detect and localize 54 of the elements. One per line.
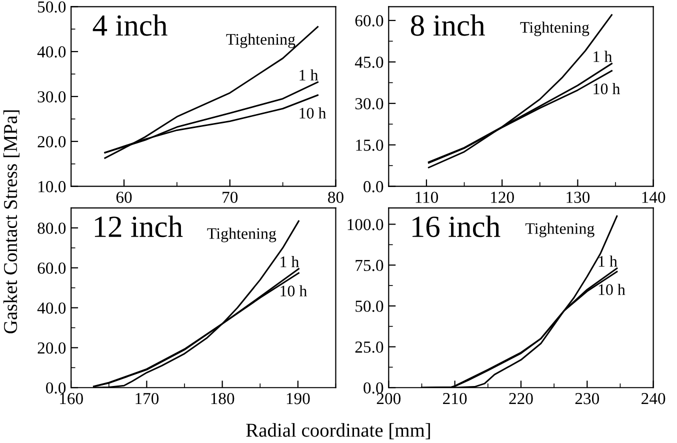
series-label: Tightening <box>525 222 594 238</box>
x-tick-label: 70 <box>222 192 238 203</box>
series-label: 10 h <box>594 82 620 94</box>
series-label: Tightening <box>207 228 276 242</box>
y-tick-label: 15.0 <box>356 140 384 151</box>
x-tick-label: 210 <box>443 392 467 404</box>
series-label: 1 h <box>280 256 299 268</box>
series-label: 10 h <box>300 107 326 119</box>
series-label: 1 h <box>598 256 618 267</box>
x-tick-label: 110 <box>416 192 438 203</box>
y-tick-label: 20.0 <box>38 342 66 354</box>
chart-title: 4 inch <box>92 14 168 36</box>
y-tick-label: 45.0 <box>354 56 384 68</box>
x-tick-label: 170 <box>136 392 159 404</box>
x-tick-label: 220 <box>509 392 533 404</box>
y-tick-label: 0.0 <box>364 382 384 394</box>
y-axis-title: Gasket Contact Stress [MPa] <box>3 110 20 334</box>
x-tick-label: 240 <box>642 392 666 404</box>
series-label: Tightening <box>226 33 296 48</box>
series-label: 1 h <box>300 69 318 80</box>
y-tick-label: 10.0 <box>38 181 66 192</box>
y-tick-label: 60.0 <box>38 262 66 274</box>
x-tick-label: 180 <box>211 392 234 404</box>
y-tick-label: 80.0 <box>38 222 66 234</box>
y-tick-label: 75.0 <box>356 260 384 272</box>
y-tick-label: 60.0 <box>355 15 384 26</box>
y-tick-label: 25.0 <box>355 341 384 353</box>
series-label: Tightening <box>520 22 590 36</box>
x-tick-label: 120 <box>491 192 514 203</box>
series-label: 1 h <box>594 50 612 62</box>
x-tick-label: 230 <box>575 392 600 404</box>
x-tick-label: 200 <box>376 392 401 404</box>
x-axis-title: Radial coordinate [mm] <box>246 423 430 440</box>
y-tick-label: 20.0 <box>38 136 66 148</box>
chart-title: 8 inch <box>410 14 485 36</box>
series-label: 10 h <box>598 284 626 296</box>
x-tick-label: 160 <box>60 392 83 404</box>
y-tick-label: 50.0 <box>38 1 66 13</box>
x-tick-label: 60 <box>116 192 132 203</box>
chart-title: 12 inch <box>94 216 183 238</box>
y-tick-label: 100.0 <box>348 218 384 230</box>
chart-title: 16 inch <box>412 216 500 238</box>
x-tick-label: 140 <box>642 192 666 203</box>
y-tick-label: 40.0 <box>37 302 66 314</box>
y-tick-label: 30.0 <box>355 98 384 110</box>
x-tick-label: 190 <box>286 392 310 404</box>
y-tick-label: 0.0 <box>364 181 384 192</box>
x-tick-label: 130 <box>566 192 590 203</box>
y-tick-label: 40.0 <box>37 46 66 58</box>
x-tick-label: 80 <box>328 192 344 203</box>
y-tick-label: 50.0 <box>356 300 384 312</box>
y-tick-label: 30.0 <box>38 91 66 103</box>
y-tick-label: 0.0 <box>46 382 66 394</box>
series-label: 10 h <box>280 285 307 296</box>
